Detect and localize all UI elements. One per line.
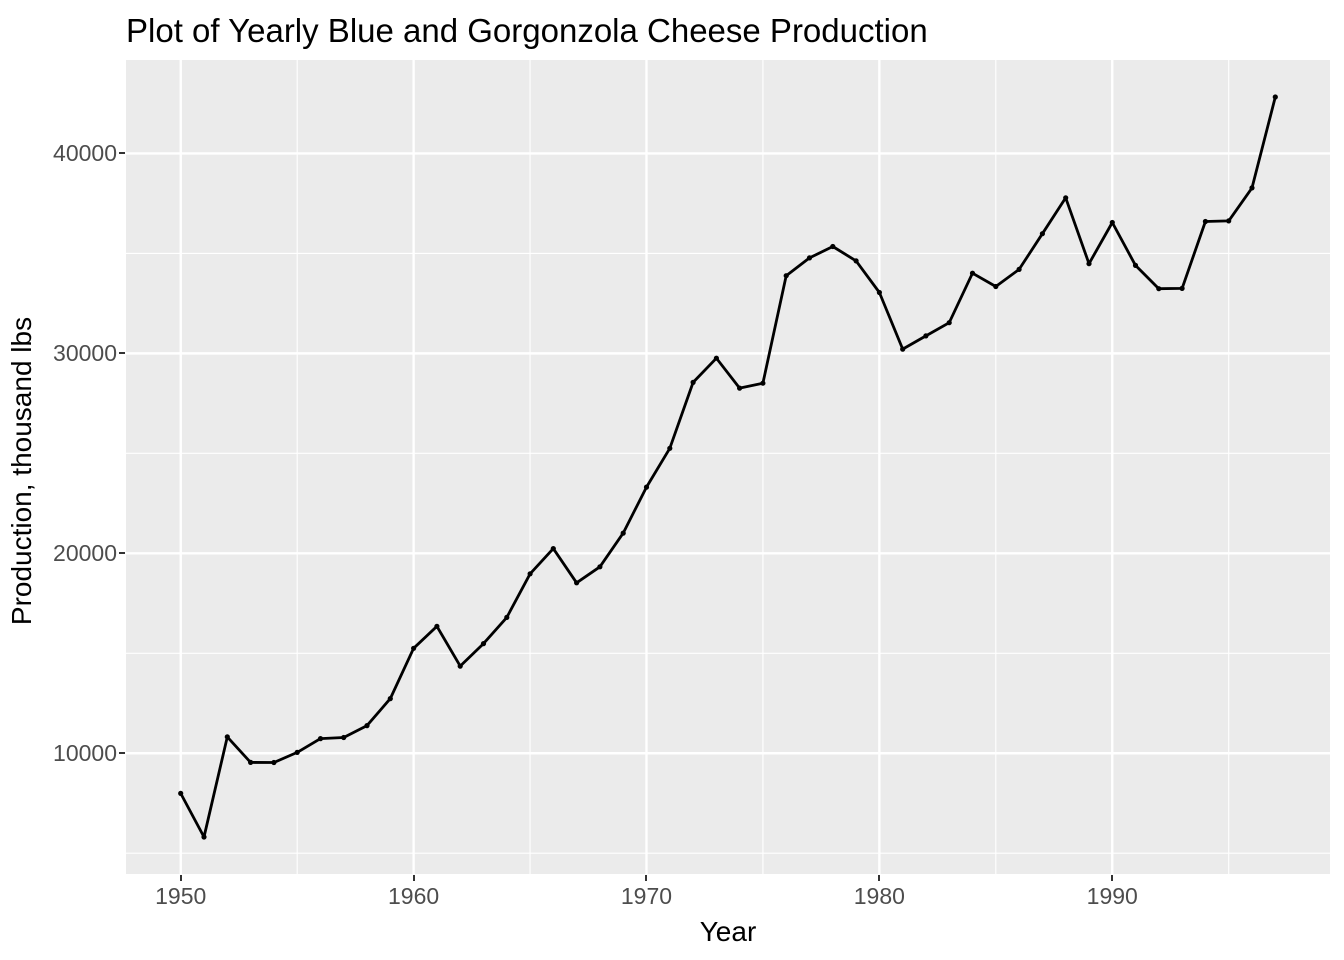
- data-point: [1179, 285, 1185, 291]
- line-chart-canvas: [126, 60, 1330, 874]
- y-tick-mark: [119, 552, 125, 555]
- x-tick-mark: [1111, 875, 1114, 881]
- data-point: [1249, 185, 1255, 191]
- data-point: [783, 273, 789, 279]
- data-point: [550, 546, 556, 552]
- x-tick-mark: [412, 875, 415, 881]
- x-tick-label: 1970: [620, 883, 673, 909]
- data-point: [1086, 261, 1092, 267]
- x-tick-label: 1950: [155, 883, 207, 909]
- data-point: [1202, 218, 1208, 225]
- data-point: [760, 380, 766, 386]
- data-point: [806, 255, 813, 261]
- data-point: [993, 283, 999, 290]
- y-tick-mark: [119, 152, 125, 155]
- data-point: [713, 355, 720, 361]
- data-point: [411, 645, 417, 651]
- data-point: [387, 696, 393, 702]
- x-tick-label: 1980: [853, 883, 905, 909]
- data-point: [1063, 195, 1069, 201]
- data-point: [574, 580, 580, 586]
- chart-panel: [126, 60, 1330, 874]
- data-point: [900, 346, 906, 352]
- x-tick-mark: [878, 875, 881, 881]
- x-tick-mark: [645, 875, 648, 881]
- data-point: [1109, 219, 1115, 226]
- data-point: [1016, 266, 1022, 272]
- data-point: [224, 734, 230, 740]
- data-point: [1039, 231, 1045, 237]
- data-point: [178, 790, 184, 797]
- data-point: [1132, 262, 1139, 268]
- data-point: [271, 759, 277, 766]
- data-point: [667, 445, 673, 451]
- data-point: [248, 759, 254, 766]
- data-point: [690, 379, 696, 385]
- data-point: [1226, 218, 1232, 224]
- x-tick-label: 1990: [1086, 883, 1138, 909]
- x-tick-mark: [179, 875, 182, 881]
- data-point: [364, 723, 370, 729]
- x-axis-title: Year: [699, 916, 757, 947]
- y-tick-label: 20000: [53, 540, 117, 567]
- data-point: [969, 270, 976, 276]
- y-tick-mark: [119, 752, 125, 755]
- data-point: [853, 258, 859, 264]
- data-point: [946, 320, 952, 326]
- y-tick-label: 30000: [53, 340, 117, 367]
- y-tick-label: 10000: [53, 740, 117, 767]
- data-point: [876, 289, 883, 296]
- data-point: [643, 484, 650, 490]
- y-tick-label: 40000: [53, 140, 117, 167]
- data-point: [201, 834, 207, 840]
- x-tick-label: 1960: [388, 883, 440, 909]
- data-point: [504, 614, 510, 621]
- line-series: [179, 96, 1277, 839]
- data-point: [620, 530, 626, 536]
- data-point: [737, 385, 743, 391]
- data-point: [434, 623, 440, 629]
- data-point: [480, 641, 487, 647]
- data-point: [294, 749, 300, 756]
- data-point: [1272, 94, 1278, 100]
- y-tick-mark: [119, 352, 125, 355]
- data-point: [527, 571, 533, 577]
- data-point: [341, 734, 347, 741]
- data-point: [923, 333, 929, 339]
- data-point: [317, 736, 324, 742]
- data-point: [1156, 286, 1162, 292]
- data-point: [830, 243, 836, 250]
- data-point: [597, 564, 603, 570]
- y-axis-title: Production, thousand lbs: [6, 316, 37, 626]
- data-point: [457, 663, 463, 669]
- plot-title: Plot of Yearly Blue and Gorgonzola Chees…: [126, 12, 928, 49]
